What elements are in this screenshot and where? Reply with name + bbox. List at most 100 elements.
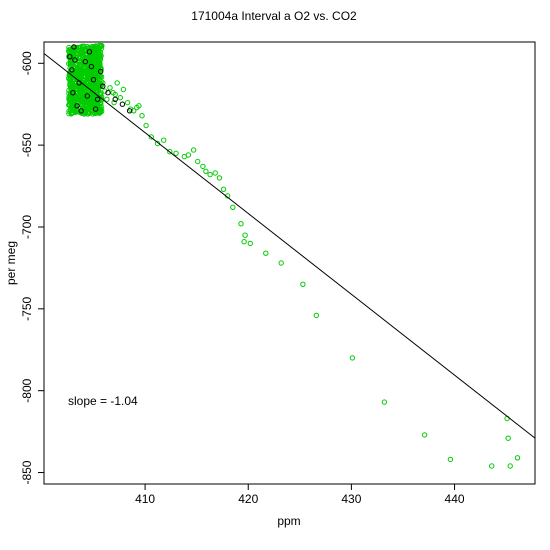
data-point [139,113,145,119]
y-tick-label: -800 [20,378,34,402]
data-point [190,147,197,153]
data-point [111,99,117,106]
data-point [74,103,80,109]
data-point [300,281,306,287]
cluster-point [82,52,88,58]
cluster-point [86,72,92,79]
data-point [92,106,99,112]
cluster-point [69,61,75,68]
data-point [124,99,131,106]
data-point [349,355,356,361]
data-point [200,163,206,170]
data-point [117,95,124,101]
data-point [263,250,269,256]
data-point [220,186,227,193]
cluster-point [98,43,104,50]
y-tick-label: -650 [20,133,34,157]
data-point [313,312,319,319]
data-point [242,232,248,238]
cluster-point [84,74,91,80]
cluster-point [85,84,91,90]
data-point [67,54,73,60]
data-point [167,149,173,155]
data-point [421,432,428,438]
data-point [203,168,209,175]
data-point [278,260,284,266]
cluster-point [66,102,72,108]
data-point [112,96,118,103]
data-point [230,204,236,211]
data-point [72,57,78,63]
data-point [98,68,104,75]
cluster-point [90,111,96,117]
x-axis: 410 420 430 440 [135,484,465,506]
cluster-point [69,82,76,88]
data-point [173,150,179,157]
data-point [120,86,127,93]
data-point [70,90,76,96]
dense-point-cluster [66,42,105,117]
data-point [119,101,126,107]
y-tick-label: -600 [20,51,34,75]
x-tick-label: 430 [341,492,361,506]
cluster-point [92,74,98,80]
y-tick-label: -750 [20,297,34,321]
y-axis: -600 -650 -700 -750 -800 -850 [20,51,44,485]
cluster-point [85,55,92,61]
cluster-point [71,97,78,104]
data-point [88,63,95,70]
data-point [71,44,77,50]
data-point [195,158,201,165]
cluster-point [77,83,83,89]
data-point [104,96,110,103]
y-axis-label: per meg [4,241,18,285]
data-point [143,122,149,129]
data-point [514,455,521,461]
data-point [505,435,511,441]
cluster-point [93,82,99,88]
data-point [238,221,244,227]
data-point [100,83,106,89]
cluster-point [79,70,85,76]
cluster-point [87,69,93,76]
plot-frame [43,41,536,485]
data-point [216,175,223,181]
data-point [185,152,192,158]
data-point [107,85,113,91]
x-tick-label: 410 [135,492,155,506]
data-point [126,108,133,114]
chart-title: 171004a Interval a O2 vs. CO2 [191,9,357,23]
data-points [67,44,521,469]
data-point [69,67,75,73]
cluster-point [77,66,83,73]
data-point [507,463,513,469]
cluster-point [97,62,103,69]
y-tick-label: -700 [20,215,34,239]
cluster-point [95,50,101,56]
data-point [100,80,106,86]
data-point [84,93,91,99]
cluster-point [94,47,101,54]
x-tick-label: 420 [238,492,258,506]
data-point [86,49,93,55]
data-point [241,239,247,245]
data-point [247,240,254,247]
x-axis-label: ppm [277,514,300,528]
data-point [212,170,218,176]
cluster-point [66,97,73,103]
x-tick-label: 440 [445,492,465,506]
regression-line [43,53,536,439]
y-tick-label: -850 [20,460,34,484]
cluster-point [92,56,98,63]
cluster-point [76,82,83,89]
data-point [90,77,97,83]
data-point [114,80,120,86]
data-point [447,456,454,463]
data-point [94,96,101,103]
cluster-point [68,110,75,117]
data-point [489,463,495,469]
cluster-point [98,103,104,110]
cluster-point [67,81,73,88]
data-point [78,108,84,114]
